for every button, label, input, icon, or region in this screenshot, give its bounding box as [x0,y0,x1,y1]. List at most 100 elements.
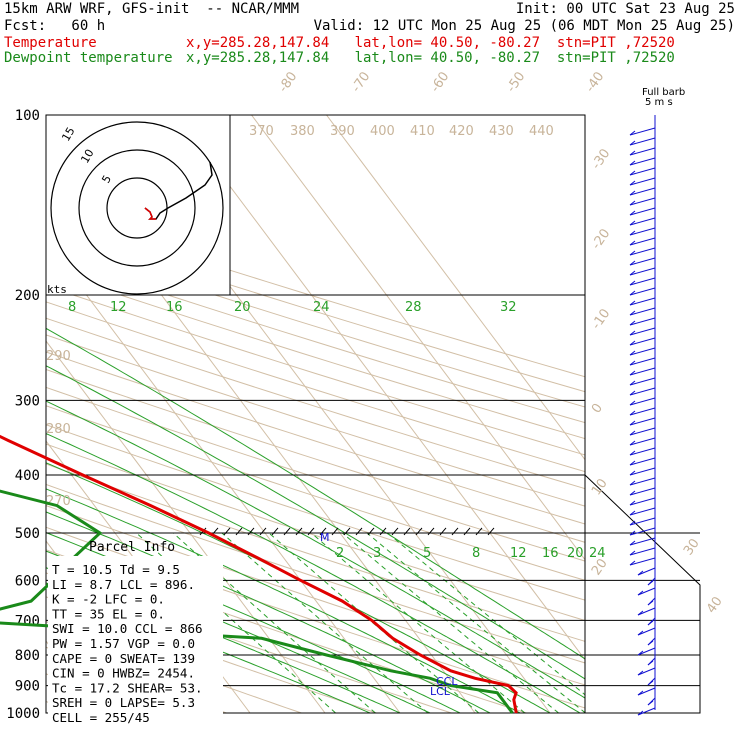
mixing-ratio-line [310,532,526,714]
wind-barb [629,337,656,346]
wind-barb-flag [637,590,644,596]
mixing-ratio-label: 24 [589,546,606,561]
theta-label: 380 [290,124,315,139]
wind-barb-flag [629,510,636,516]
parcel-row: CIN = 0 HWBZ= 2454. [52,666,195,681]
wind-barb-flag [647,580,654,586]
wind-barb [629,437,656,446]
hatch-mark [355,527,363,536]
hatch-mark [283,527,291,536]
wind-barb-flag [629,390,636,396]
wind-barb-flag [629,370,636,376]
isotherm-label: 30 [681,536,703,558]
mixing-ratio-label: 12 [110,300,127,315]
isotherm-label: 0 [589,401,606,416]
wind-barb [629,227,656,236]
wind-barb-flag [629,240,636,246]
mixing-ratio-line [387,532,585,696]
wind-barb-flag [629,420,636,426]
hatch-mark [379,527,387,536]
hatch-mark [319,527,327,536]
hatch-mark [427,527,435,536]
dry-adiabat-line [46,443,585,622]
wind-barb-flag [629,400,636,406]
hatch-mark [451,527,459,536]
wind-barb [629,217,656,226]
wind-barb-flag [637,630,644,636]
parcel-row: Tc = 17.2 SHEAR= 53. [52,680,203,695]
theta-label: 420 [449,124,474,139]
dry-adiabat-line [46,334,585,507]
wind-barb-flag [629,460,636,466]
isotherm-label: -30 [589,146,613,172]
wind-barb [629,257,656,266]
hodograph-units: kts [47,283,67,296]
parcel-box-bg [48,556,223,714]
hatch-mark [487,527,495,536]
wind-barb [629,167,656,176]
wind-barb-flag [637,570,644,576]
wind-barb [629,147,656,156]
wind-barb [629,547,656,556]
theta-label: 280 [46,422,71,437]
wind-barb [629,417,656,426]
wind-barb-flag [629,250,636,256]
wind-barb [629,477,656,486]
wind-barb-flag [629,140,636,146]
mixing-ratio-label: 16 [542,546,559,561]
parcel-row: TT = 35 EL = 0. [52,606,165,621]
wind-barb [629,297,656,306]
moist-adiabat-line [46,400,585,699]
mixing-ratio-label: 8 [472,546,480,561]
wind-barb [629,537,656,546]
isotherm-label: 40 [704,594,726,616]
wind-barb [637,587,656,596]
theta-label: 410 [410,124,435,139]
moist-adiabat-line [46,567,401,714]
wind-barb-flag [629,200,636,206]
wind-barb [629,347,656,356]
wind-barb [629,487,656,496]
isotherm-label: -10 [589,306,613,332]
wind-barb [629,287,656,296]
dry-adiabat-line [46,269,585,440]
hatch-mark [307,527,315,536]
dry-adiabat-line [46,572,452,714]
wind-barb [629,377,656,386]
dry-adiabat-line [46,254,585,424]
theta-label: 430 [489,124,514,139]
hatch-mark [259,527,267,536]
wind-barb [637,687,656,696]
isotherm-label: -80 [276,69,300,95]
pressure-tick-label: 1000 [6,706,40,722]
hodograph-ring-label: 15 [59,125,77,144]
pressure-tick-label: 800 [15,648,40,664]
hatch-mark [367,527,375,536]
temperature-location-info: x,y=285.28,147.84 lat,lon= 40.50, -80.27… [186,35,675,51]
wind-barb-flag [629,450,636,456]
wind-barb-flag [637,610,644,616]
wind-barb-flag [637,690,644,696]
dry-adiabat-line [46,596,377,714]
wind-barb-flag [629,310,636,316]
wind-barb-flag [629,280,636,286]
wind-barb-flag [637,710,644,716]
wind-barb-flag [629,380,636,386]
parcel-row: K = -2 LFC = 0. [52,592,165,607]
wind-barb [629,207,656,216]
dry-adiabat-line [46,285,585,456]
mixing-ratio-line [342,532,559,714]
isotherm-line [251,115,585,561]
parcel-title: Parcel Info [89,540,175,555]
wind-barb [629,467,656,476]
wind-barb [629,457,656,466]
parcel-row: SWI = 10.0 CCL = 866 [52,621,203,636]
wind-barb [629,307,656,316]
mixing-ratio-label: 16 [166,300,183,315]
wind-barb [629,137,656,146]
parcel-row: T = 10.5 Td = 9.5 [52,562,180,577]
wind-barb-flag [629,230,636,236]
wind-barb [629,187,656,196]
pressure-tick-label: 300 [15,393,40,409]
wind-barb [629,557,656,566]
